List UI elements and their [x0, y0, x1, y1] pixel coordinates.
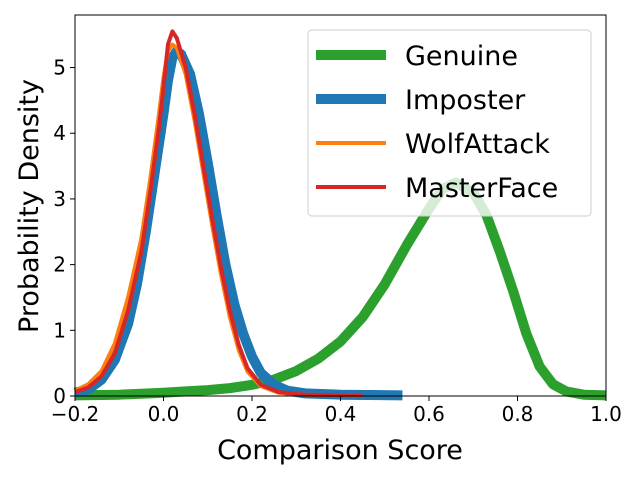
- series-line-genuine: [74, 177, 607, 401]
- x-tick-label: 1.0: [590, 402, 622, 426]
- y-tick-label: 0: [53, 384, 66, 408]
- x-axis-title: Comparison Score: [217, 435, 463, 466]
- legend-label-wolfattack: WolfAttack: [405, 129, 550, 160]
- x-tick-label: 0.8: [502, 402, 534, 426]
- legend-box: [307, 29, 592, 217]
- x-tick-label: 0.0: [148, 402, 180, 426]
- y-tick-label: 2: [53, 253, 66, 277]
- series-layer: [73, 29, 607, 401]
- series-line-imposter: [73, 46, 403, 401]
- legend: Genuine Imposter WolfAttack MasterFace: [307, 29, 592, 217]
- x-tick-label: −0.2: [51, 402, 100, 426]
- y-tick-label: 1: [53, 318, 66, 342]
- y-tick-label: 5: [53, 56, 66, 80]
- x-tick-label: 0.2: [236, 402, 268, 426]
- x-tick-label: 0.6: [413, 402, 445, 426]
- legend-label-imposter: Imposter: [405, 85, 526, 116]
- y-axis: 0 1 2 3 4 5: [53, 56, 75, 408]
- series-line-masterface: [74, 29, 363, 398]
- y-axis-title: Probability Density: [14, 79, 45, 333]
- x-tick-label: 0.4: [325, 402, 357, 426]
- y-tick-label: 4: [53, 121, 66, 145]
- x-axis: −0.2 0.0 0.2 0.4 0.6 0.8 1.0: [51, 396, 622, 426]
- y-tick-label: 3: [53, 187, 66, 211]
- legend-label-genuine: Genuine: [405, 41, 518, 72]
- legend-label-masterface: MasterFace: [405, 173, 558, 204]
